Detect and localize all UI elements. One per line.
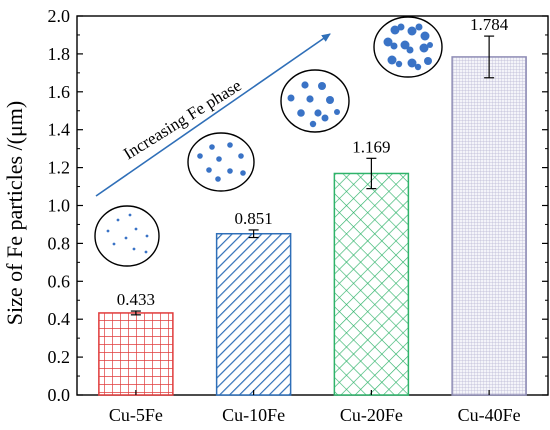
x-tick-label: Cu-10Fe	[222, 405, 285, 425]
y-tick-label: 0.2	[48, 347, 71, 367]
x-tick-label: Cu-20Fe	[340, 405, 403, 425]
y-tick-label: 0.8	[48, 233, 71, 253]
plot-area: 0.0 0.2 0.4 0.6 0.8 1.0 1.2 1.4 1.6 1.8 2.0 0.433 Cu…	[48, 6, 549, 425]
y-tick-label: 0.4	[48, 309, 71, 329]
y-tick-label: 1.2	[48, 158, 71, 178]
particle-illustration-cu40fe	[373, 16, 443, 78]
y-tick-label: 1.6	[48, 82, 71, 102]
y-tick-label: 0.0	[48, 385, 71, 405]
bar	[215, 232, 292, 396]
particle-illustration-cu20fe	[280, 69, 350, 133]
y-tick-label: 2.0	[48, 6, 71, 26]
data-label: 0.433	[117, 290, 155, 309]
x-tick-label: Cu-40Fe	[458, 405, 521, 425]
bar	[451, 56, 527, 396]
y-axis-title: Size of Fe particles /(μm)	[2, 101, 27, 325]
y-tick-label: 1.4	[48, 120, 71, 140]
bar	[333, 172, 410, 396]
y-tick-label: 0.6	[48, 271, 71, 291]
trend-arrow	[95, 33, 331, 197]
bar	[98, 312, 174, 396]
particle-illustration-cu10fe	[187, 132, 255, 192]
particle-illustration-cu5fe	[94, 205, 160, 267]
y-tick-label: 1.0	[48, 196, 71, 216]
data-label: 1.169	[352, 137, 390, 156]
y-tick-label: 1.8	[48, 44, 71, 64]
data-label: 0.851	[235, 209, 273, 228]
x-tick-label: Cu-5Fe	[109, 405, 163, 425]
data-label: 1.784	[470, 15, 509, 34]
